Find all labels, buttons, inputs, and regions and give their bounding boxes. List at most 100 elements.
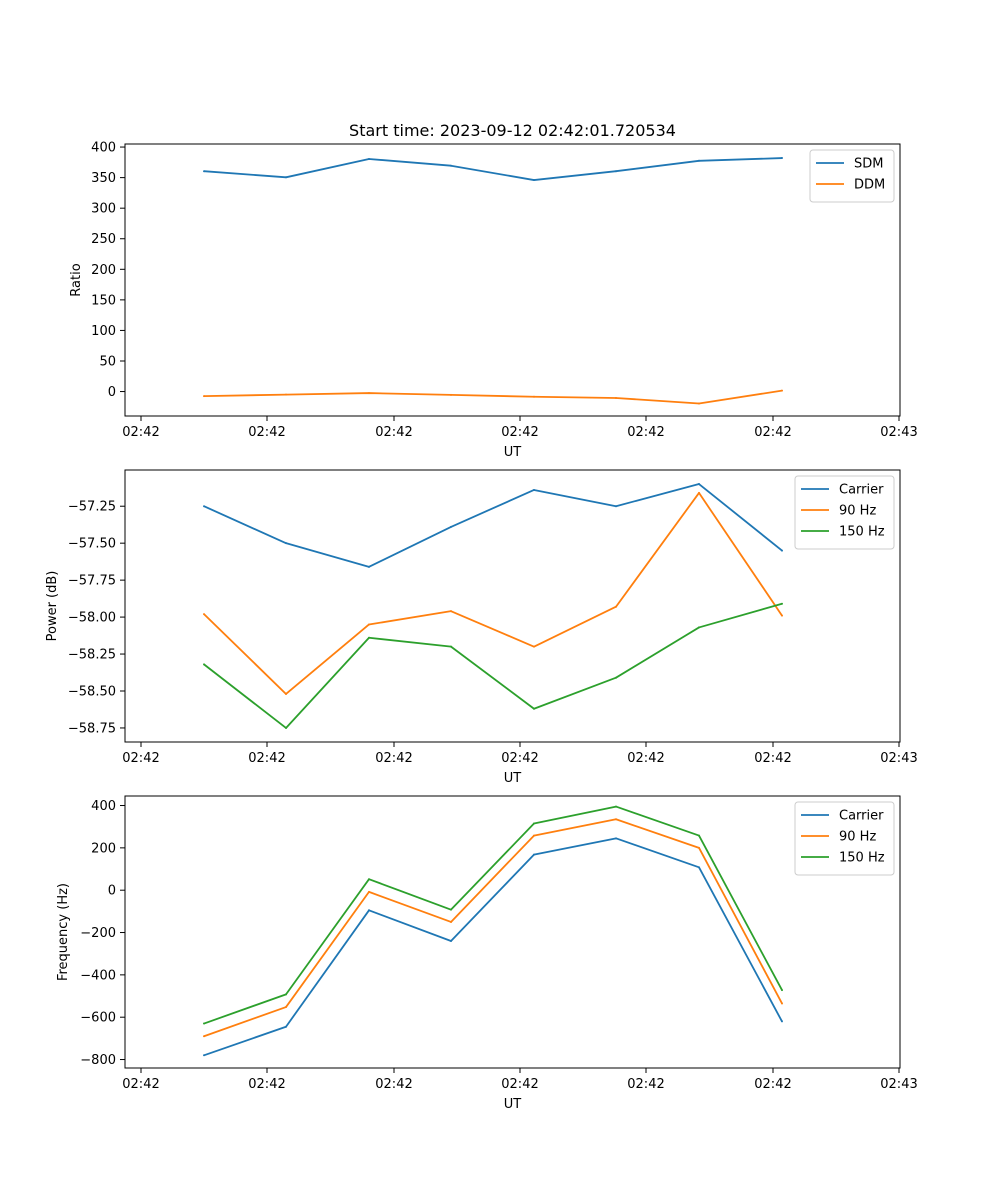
plot-area [124, 795, 901, 1069]
y-tick-label: 0 [108, 884, 116, 899]
data-point [203, 1035, 205, 1038]
data-point [368, 392, 370, 395]
x-tick-label: 02:42 [122, 425, 159, 440]
legend: SDM DDM [809, 149, 895, 203]
data-point [368, 636, 370, 639]
data-point [781, 1002, 783, 1005]
x-tick-label: 02:42 [375, 1077, 412, 1092]
legend-label: DDM [854, 178, 885, 193]
data-point [781, 1020, 783, 1023]
data-point [285, 1025, 287, 1028]
data-point [203, 1022, 205, 1025]
series-line-sdm [203, 157, 783, 181]
data-point [615, 396, 617, 399]
legend: Carrier 90 Hz 150 Hz [794, 801, 895, 876]
y-tick-label: −58.25 [68, 648, 116, 663]
y-axis-label: Frequency (Hz) [56, 883, 71, 981]
data-point [615, 170, 617, 173]
x-tick-label: 02:42 [501, 751, 538, 766]
data-point [368, 890, 370, 893]
y-tick-label: 200 [91, 263, 116, 278]
data-point [368, 909, 370, 912]
data-point [533, 395, 535, 398]
legend-label: 90 Hz [839, 830, 876, 845]
y-tick-label: −58.00 [68, 611, 116, 626]
data-point [450, 645, 452, 648]
series-line-carrier [203, 837, 783, 1057]
x-tick-label: 02:42 [122, 1077, 159, 1092]
legend-label: 150 Hz [839, 525, 885, 540]
y-tick-label: 400 [91, 799, 116, 814]
x-tick-label: 02:42 [248, 751, 285, 766]
data-point [615, 605, 617, 608]
legend-label: 90 Hz [839, 504, 876, 519]
data-point [450, 610, 452, 613]
data-point [615, 818, 617, 821]
data-point [450, 920, 452, 923]
data-point [698, 159, 700, 162]
data-point [285, 993, 287, 996]
data-point [781, 389, 783, 392]
x-tick-label: 02:42 [248, 1077, 285, 1092]
y-tick-label: 250 [91, 232, 116, 247]
x-tick-label: 02:42 [754, 1077, 791, 1092]
data-point [285, 726, 287, 729]
data-point [203, 505, 205, 508]
data-point [285, 176, 287, 179]
data-point [533, 179, 535, 182]
legend-label: SDM [854, 157, 883, 172]
y-tick-label: 100 [91, 324, 116, 339]
y-tick-label: −400 [80, 968, 116, 983]
x-tick-label: 02:43 [880, 751, 917, 766]
data-point [698, 491, 700, 494]
plot-area [124, 143, 901, 417]
data-point [450, 393, 452, 396]
y-tick-label: 350 [91, 171, 116, 186]
x-tick-label: 02:42 [122, 751, 159, 766]
x-tick-label: 02:42 [754, 751, 791, 766]
data-point [450, 940, 452, 942]
y-axis-label: Power (dB) [45, 571, 60, 642]
legend-label: 150 Hz [839, 851, 885, 866]
data-point [615, 805, 617, 808]
data-point [203, 395, 205, 398]
data-point [698, 402, 700, 405]
data-point [285, 393, 287, 396]
data-point [781, 989, 783, 992]
x-tick-label: 02:42 [627, 425, 664, 440]
y-tick-label: −57.50 [68, 537, 116, 552]
y-tick-label: −600 [80, 1011, 116, 1026]
x-tick-label: 02:42 [501, 425, 538, 440]
chart-3: −800 −600 −400 −200 0 200 400 02:42 02:42 02:42 02… [56, 795, 918, 1112]
data-point [533, 707, 535, 710]
data-point [615, 505, 617, 508]
data-point [615, 837, 617, 840]
y-tick-label: −58.50 [68, 685, 116, 700]
y-tick-label: 50 [99, 354, 116, 369]
data-point [368, 878, 370, 881]
x-tick-label: 02:42 [627, 751, 664, 766]
x-tick-label: 02:42 [754, 425, 791, 440]
data-point [781, 549, 783, 552]
data-point [368, 565, 370, 568]
series-line-ddm [203, 389, 783, 405]
data-point [533, 488, 535, 491]
series-line-150-hz [203, 805, 783, 1025]
series-line-150-hz [203, 602, 783, 729]
data-point [450, 525, 452, 528]
data-point [781, 614, 783, 617]
data-point [203, 663, 205, 666]
legend-label: Carrier [839, 809, 884, 824]
y-tick-label: −200 [80, 926, 116, 941]
series-line-90-hz [203, 492, 783, 695]
data-point [285, 1006, 287, 1009]
data-point [368, 157, 370, 160]
data-point [781, 157, 783, 160]
y-tick-label: −58.75 [68, 721, 116, 736]
x-tick-label: 02:42 [375, 425, 412, 440]
data-point [698, 846, 700, 849]
y-tick-label: 400 [91, 141, 116, 156]
y-tick-label: −57.75 [68, 574, 116, 589]
data-point [203, 170, 205, 173]
